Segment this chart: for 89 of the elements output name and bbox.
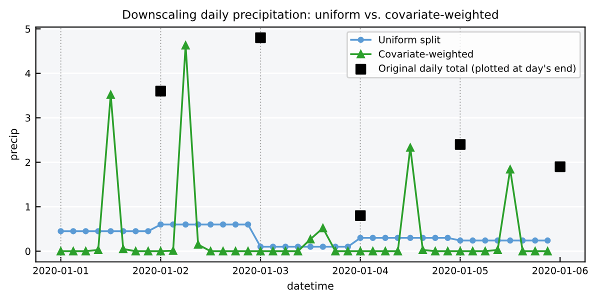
- point: [106, 90, 115, 99]
- point: [145, 228, 152, 234]
- y-tick-label: 2: [25, 158, 30, 166]
- point: [207, 221, 214, 228]
- point: [494, 246, 502, 254]
- point: [244, 221, 252, 228]
- point: [444, 247, 452, 256]
- point: [56, 247, 65, 256]
- x-tick-label: 2020-01-02: [133, 266, 188, 274]
- point: [255, 32, 266, 44]
- x-tick-label: 2020-01-05: [432, 266, 488, 274]
- point: [220, 221, 226, 228]
- legend-label: Covariate-weighted: [378, 50, 473, 60]
- point: [132, 228, 139, 234]
- point: [231, 247, 240, 256]
- point: [218, 247, 228, 256]
- point: [182, 221, 189, 228]
- point: [344, 247, 352, 256]
- x-tick-label: 2020-01-04: [332, 266, 388, 274]
- point: [370, 234, 376, 241]
- y-tick-label: 1: [26, 203, 30, 210]
- point: [307, 244, 314, 250]
- point: [468, 247, 477, 256]
- point: [82, 228, 89, 234]
- point: [457, 237, 464, 244]
- point: [432, 234, 438, 241]
- point: [244, 247, 252, 256]
- point: [407, 234, 414, 241]
- point: [156, 247, 165, 256]
- point: [281, 247, 290, 256]
- point: [206, 247, 215, 256]
- point: [357, 234, 364, 241]
- point: [532, 237, 538, 244]
- point: [70, 228, 76, 234]
- point: [232, 221, 239, 228]
- point: [482, 237, 488, 244]
- point: [355, 210, 366, 221]
- point: [155, 86, 166, 96]
- point: [368, 247, 378, 256]
- point: [470, 237, 476, 244]
- point: [382, 234, 388, 241]
- y-axis-title: precip: [9, 128, 20, 160]
- point: [119, 244, 128, 254]
- x-tick-label: 2020-01-03: [232, 266, 288, 274]
- y-tick-label: 0: [25, 248, 30, 256]
- point: [168, 246, 178, 255]
- point: [518, 247, 527, 256]
- point: [82, 247, 90, 256]
- legend-label: Original daily total (plotted at day's end): [378, 64, 576, 74]
- chart-title: Downscaling daily precipitation: uniform vs. covariate-weighted: [123, 10, 498, 22]
- point: [394, 247, 402, 256]
- point: [444, 234, 451, 241]
- point: [320, 244, 326, 250]
- point: [94, 246, 102, 254]
- x-tick-label: 2020-01-01: [33, 266, 88, 274]
- point: [530, 247, 540, 256]
- y-tick-label: 3: [26, 114, 30, 122]
- x-tick-label: 2020-01-06: [532, 266, 588, 274]
- point: [181, 41, 190, 50]
- point: [554, 161, 566, 172]
- point: [318, 224, 328, 232]
- point: [158, 221, 164, 228]
- point: [543, 247, 552, 256]
- point: [144, 247, 152, 256]
- point: [506, 165, 514, 174]
- point: [132, 247, 140, 256]
- point: [456, 247, 464, 256]
- point: [194, 240, 202, 249]
- point: [544, 237, 551, 244]
- point: [381, 247, 390, 256]
- point: [406, 143, 414, 152]
- legend-label: Uniform split: [379, 36, 440, 46]
- y-tick-label: 4: [25, 70, 30, 78]
- point: [454, 139, 466, 150]
- point: [268, 247, 278, 256]
- y-tick-label: 5: [26, 25, 30, 33]
- point: [108, 228, 114, 234]
- point: [69, 247, 78, 256]
- point: [58, 228, 64, 234]
- point: [356, 247, 365, 256]
- point: [294, 247, 302, 256]
- point: [481, 247, 490, 256]
- x-axis-title: datetime: [288, 282, 334, 290]
- point: [431, 247, 440, 256]
- point: [306, 235, 315, 244]
- point: [507, 237, 514, 244]
- point: [331, 247, 340, 256]
- point: [256, 247, 265, 256]
- point: [418, 246, 427, 254]
